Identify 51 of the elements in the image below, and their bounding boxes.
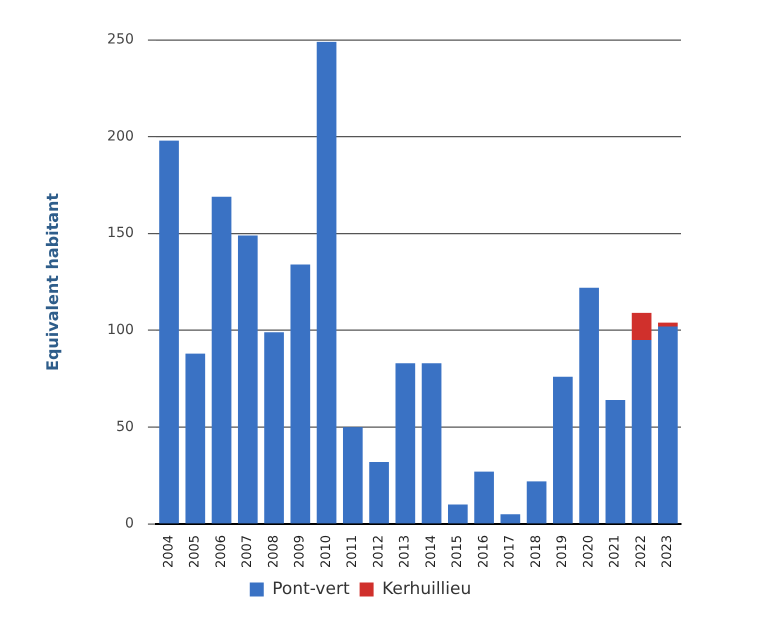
y-tick-label: 250: [107, 32, 134, 48]
bar: [369, 462, 389, 524]
x-tick-label: 2019: [555, 534, 570, 568]
bar: [448, 504, 468, 524]
x-tick-label: 2017: [502, 534, 518, 568]
bar: [632, 312, 652, 340]
x-tick-label: 2006: [214, 534, 229, 568]
x-tick-label: 2009: [292, 534, 308, 568]
x-tick-label: 2007: [240, 534, 256, 568]
x-tick-label: 2005: [188, 534, 203, 568]
x-tick-label: 2021: [608, 534, 623, 568]
x-tick-label: 2014: [424, 534, 439, 568]
x-tick-label: 2020: [581, 534, 596, 568]
bar: [342, 427, 363, 524]
x-tick-label: 2015: [450, 534, 466, 568]
x-tick-label: 2008: [266, 534, 282, 568]
bar: [658, 322, 678, 326]
bar: [526, 481, 546, 524]
y-tick-label: 150: [107, 225, 134, 242]
bar: [632, 340, 652, 524]
x-tick-label: 2004: [161, 534, 176, 568]
bar: [474, 472, 494, 524]
legend-label: Kerhuillieu: [382, 578, 472, 599]
bar: [658, 326, 678, 524]
bar: [316, 42, 336, 524]
bar: [264, 332, 284, 524]
bar: [395, 363, 416, 524]
bar: [500, 514, 520, 524]
x-tick-label: 2013: [398, 534, 413, 568]
x-tick-label: 2012: [371, 534, 386, 568]
x-tick-label: 2023: [660, 534, 676, 568]
bar: [553, 376, 573, 524]
bar: [159, 140, 179, 524]
bar: [238, 236, 258, 524]
x-tick-label: 2016: [476, 534, 492, 568]
bar: [290, 264, 310, 524]
x-tick-label: 2010: [318, 534, 334, 568]
y-tick-label: 200: [107, 128, 134, 144]
bar: [606, 400, 626, 524]
y-tick-label: 0: [125, 516, 134, 532]
bar: [422, 363, 442, 524]
bar: [185, 354, 206, 524]
x-tick-label: 2011: [345, 534, 360, 568]
x-tick-label: 2018: [528, 534, 544, 568]
bar: [579, 288, 599, 524]
y-axis-title: Equivalent habitant: [42, 192, 62, 371]
x-tick-label: 2022: [634, 534, 649, 568]
y-tick-label: 100: [107, 322, 134, 338]
y-tick-label: 50: [116, 418, 134, 435]
legend-label: Pont-vert: [272, 578, 350, 599]
bar: [212, 196, 232, 524]
